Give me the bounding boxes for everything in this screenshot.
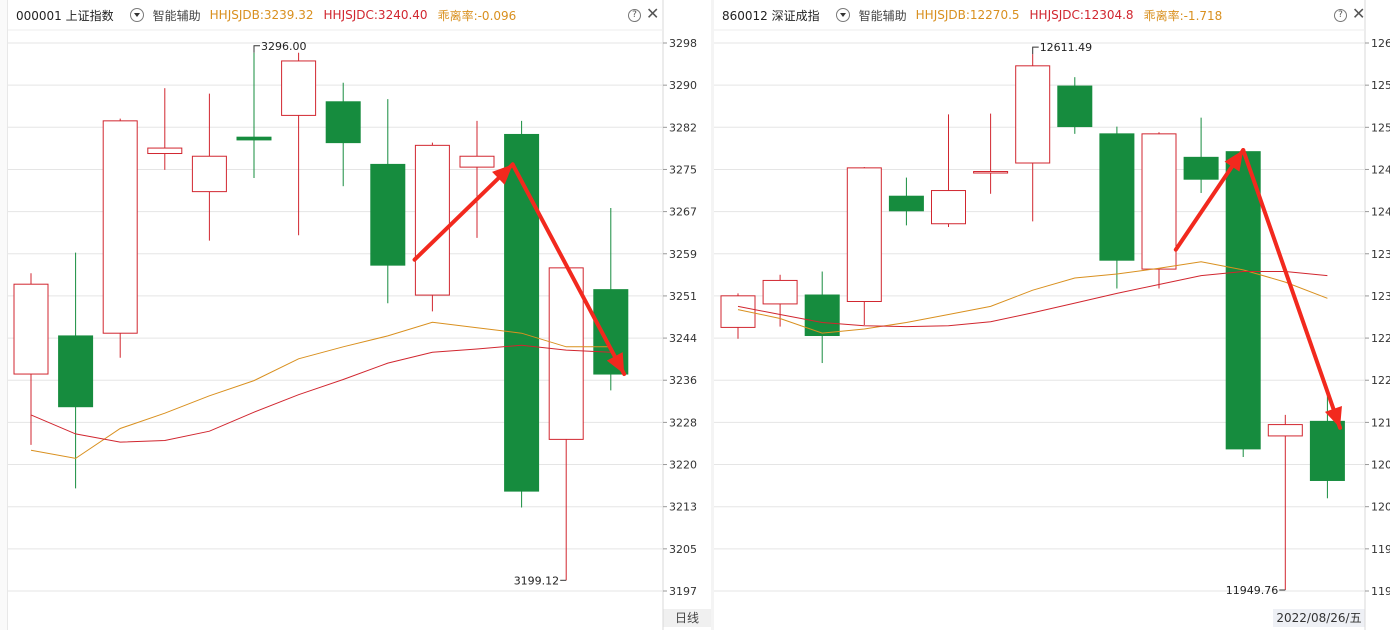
index-name: 000001 上证指数 <box>16 8 114 23</box>
candle-body <box>1183 156 1219 180</box>
ma2-line <box>30 344 611 443</box>
trend-arrow-head <box>492 164 513 185</box>
deviation-readout: 乖离率:-0.096 <box>437 8 517 23</box>
y-tick-label: 3244 <box>669 332 697 345</box>
ma1-line <box>30 321 611 459</box>
smart-assist-label[interactable]: 智能辅助 <box>858 8 907 23</box>
candle-body <box>931 190 966 225</box>
left-sidebar-strip <box>0 0 8 630</box>
candle-body <box>1267 424 1303 437</box>
y-tick-label: 124 <box>1371 206 1390 219</box>
candle-body <box>13 283 49 375</box>
y-axis-area <box>1365 31 1390 606</box>
deviation-readout: 乖离率:-1.718 <box>1143 8 1223 23</box>
ma1-line <box>737 261 1328 334</box>
close-icon[interactable]: ✕ <box>1352 4 1366 23</box>
close-icon[interactable]: ✕ <box>646 4 660 23</box>
period-daily-button[interactable]: 日线 <box>663 609 711 627</box>
y-tick-label: 3205 <box>669 543 697 556</box>
y-tick-label: 3213 <box>669 501 697 514</box>
candle-body <box>1057 85 1093 128</box>
candle-body <box>102 120 138 334</box>
candle-body <box>281 60 317 116</box>
help-icon[interactable]: ? <box>1334 9 1347 22</box>
y-tick-label: 3220 <box>669 459 697 472</box>
y-tick-label: 123 <box>1371 248 1390 261</box>
trend-arrow-head <box>1324 405 1342 428</box>
candle-body <box>1015 65 1051 164</box>
y-tick-label: 125 <box>1371 121 1390 134</box>
ma2-line <box>737 271 1328 328</box>
trend-arrow-shaft <box>1241 148 1343 430</box>
ma1-readout: HHJSJDB:3239.32 <box>209 8 314 22</box>
candle-body <box>147 147 183 155</box>
y-tick-label: 123 <box>1371 290 1390 303</box>
y-tick-label: 3290 <box>669 79 697 92</box>
date-label: 2022/08/26/五 <box>1273 609 1365 627</box>
candle-body <box>973 171 1009 174</box>
chart-group-0: 3298 3290 3282 3275 3267 3259 3251 3244 3236 3228… <box>8 0 711 630</box>
trend-arrow-shaft <box>1173 148 1246 252</box>
trend-arrow-head <box>606 352 625 375</box>
candle-body <box>325 101 361 144</box>
y-tick-label: 119 <box>1371 585 1390 598</box>
y-tick-label: 3275 <box>669 163 697 176</box>
chevron-down-icon[interactable] <box>835 8 850 22</box>
ma2-readout: HHJSJDC:3240.40 <box>323 8 428 22</box>
y-axis-area <box>663 31 711 606</box>
index-name: 860012 深证成指 <box>722 8 820 23</box>
y-tick-label: 3236 <box>669 374 697 387</box>
y-tick-label: 122 <box>1371 332 1390 345</box>
panel-gap <box>711 0 714 630</box>
candle-body <box>762 279 798 305</box>
y-tick-label: 125 <box>1371 79 1390 92</box>
low-label: 11949.76 <box>1226 584 1279 597</box>
y-tick-label: 124 <box>1371 163 1390 176</box>
low-label: 3199.12 <box>514 574 560 587</box>
high-label: 3296.00 <box>261 40 307 53</box>
ma1-readout: HHJSJDB:12270.5 <box>915 8 1020 22</box>
y-tick-label: 3228 <box>669 416 697 429</box>
y-tick-label: 3298 <box>669 37 697 50</box>
candle-body <box>548 267 584 440</box>
y-tick-label: 120 <box>1371 501 1390 514</box>
y-tick-label: 126 <box>1371 37 1390 50</box>
y-tick-label: 3197 <box>669 585 697 598</box>
candle-body <box>459 155 495 168</box>
y-tick-label: 120 <box>1371 459 1390 472</box>
high-label: 12611.49 <box>1040 41 1093 54</box>
help-icon[interactable]: ? <box>628 9 641 22</box>
candle-body <box>1225 151 1261 450</box>
candle-body <box>1309 420 1345 481</box>
y-tick-label: 119 <box>1371 543 1390 556</box>
candle-body <box>504 133 540 492</box>
y-tick-label: 3267 <box>669 206 697 219</box>
y-tick-label: 3282 <box>669 121 697 134</box>
candle-body <box>1099 133 1135 261</box>
y-tick-label: 3259 <box>669 248 697 261</box>
chart-group-1: 126 125 125 124 124 123 123 122 122 121 120 120 119 1… <box>714 0 1390 630</box>
candle-body <box>846 167 882 302</box>
trend-arrow-head <box>1224 150 1244 172</box>
candle-body <box>236 136 272 141</box>
y-tick-label: 3251 <box>669 290 697 303</box>
candle-body <box>888 195 924 212</box>
candle-body <box>191 155 227 193</box>
candle-body <box>1141 133 1177 270</box>
high-marker <box>1032 46 1039 55</box>
candle-body <box>370 163 406 266</box>
trend-arrow-shaft <box>510 162 627 377</box>
high-marker <box>253 45 260 53</box>
y-tick-label: 122 <box>1371 374 1390 387</box>
trend-arrow-shaft <box>412 162 515 262</box>
panel-header: 860012 深证成指 智能辅助 HHJSJDB:12270.5 HHJSJDC… <box>714 0 1390 30</box>
y-tick-label: 121 <box>1371 416 1390 429</box>
smart-assist-label[interactable]: 智能辅助 <box>152 8 201 23</box>
candle-body <box>58 335 94 408</box>
ma2-readout: HHJSJDC:12304.8 <box>1029 8 1134 22</box>
chevron-down-icon[interactable] <box>129 8 144 22</box>
panel-header: 000001 上证指数 智能辅助 HHJSJDB:3239.32 HHJSJDC… <box>8 0 663 30</box>
candle-body <box>414 144 450 296</box>
